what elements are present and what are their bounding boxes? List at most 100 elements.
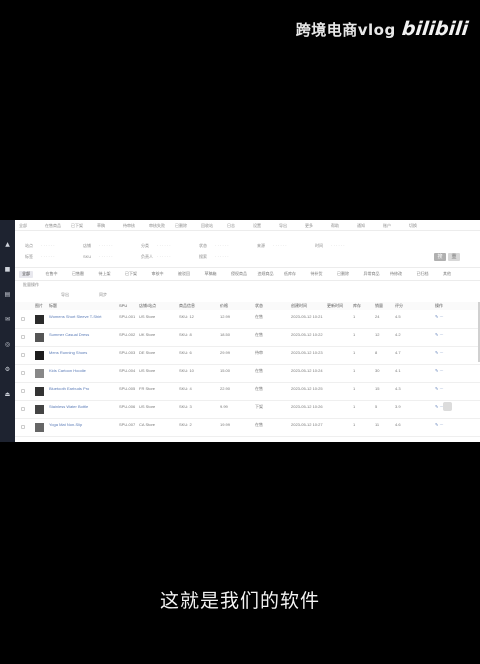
info-cell: SKU: 6 [179,350,192,355]
top-nav-item[interactable]: 草稿 [97,223,105,228]
filter-field[interactable]: · · · · · · [41,254,55,259]
back-to-top-button[interactable] [443,402,452,411]
stock-cell: 1 [353,422,356,427]
tab-item[interactable]: 草稿箱 [204,271,217,276]
table-row[interactable]: Bluetooth Earbuds Pro SPU-005 FR Store SKU:… [15,384,480,401]
row-action-icon[interactable]: ✎ ⋯ [435,404,444,409]
tab-item[interactable]: 已归档 [416,271,429,276]
logout-icon[interactable]: ⏏ [4,391,11,398]
filter-field[interactable]: · · · · · · [215,254,229,259]
table-row[interactable]: Womens Short Sleeve T-Shirt SPU-001 US Sto… [15,312,480,329]
table-row[interactable]: Kids Cartoon Hoodie SPU-004 US Store SKU: 1… [15,366,480,383]
row-action-icon[interactable]: ✎ ⋯ [435,314,444,319]
filter-field[interactable]: · · · · · · [273,243,287,248]
row-checkbox[interactable] [21,389,25,393]
tab-item[interactable]: 异常商品 [363,271,380,276]
top-nav-item[interactable]: 待审核 [123,223,135,228]
home-icon[interactable]: ▲ [5,241,10,248]
filter-field[interactable]: · · · · · · [157,243,171,248]
tab-item[interactable]: 被驳回 [178,271,190,276]
top-nav-item[interactable]: 通知 [357,223,365,228]
order-icon[interactable]: ▤ [4,291,11,298]
top-nav-item[interactable]: 已下架 [71,223,83,228]
top-nav-item[interactable]: 日志 [227,223,235,228]
scrollbar[interactable] [478,302,480,362]
created-cell: 2023-05-12 10:21 [291,314,323,319]
row-action-icon[interactable]: ✎ ⋯ [435,368,444,373]
tab-item[interactable]: 待上架 [98,271,111,276]
top-nav-item[interactable]: 导出 [279,223,287,228]
top-nav-item[interactable]: 设置 [253,223,261,228]
top-nav-item[interactable]: 回收站 [201,223,213,228]
sub-action-1[interactable]: 导出 [61,292,69,297]
filter-field[interactable]: · · · · · · [215,243,229,248]
product-title[interactable]: Stainless Water Bottle [49,404,89,409]
tab-item[interactable]: 待修改 [390,271,402,276]
sales-cell: 11 [375,422,380,427]
filter-field[interactable]: · · · · · · [99,243,113,248]
top-nav-item[interactable]: 审核失败 [149,223,165,228]
sub-action-2[interactable]: 同步 [99,292,107,297]
table-row[interactable]: Summer Casual Dress SPU-002 UK Store SKU: 8… [15,330,480,347]
message-icon[interactable]: ✉ [4,316,11,323]
product-icon[interactable]: ■ [4,266,11,273]
tab-item[interactable]: 违规商品 [257,271,274,276]
row-action-icon[interactable]: ✎ ⋯ [435,386,444,391]
row-checkbox[interactable] [21,407,25,411]
top-nav-item[interactable]: 全部 [19,223,27,228]
store-cell: US Store [139,404,156,409]
sub-action-0[interactable]: 批量操作 [23,282,39,287]
filter-field[interactable]: · · · · · · [331,243,345,248]
top-nav-item[interactable]: 在售商品 [45,223,61,228]
tab-item[interactable]: 已下架 [125,271,137,276]
table-row[interactable]: Stainless Water Bottle SPU-006 US Store SKU… [15,402,480,419]
filter-field[interactable]: · · · · · · [99,254,113,259]
spu-cell: SPU-005 [119,386,136,391]
table-row[interactable]: Yoga Mat Non-Slip SPU-007 CA Store SKU: 2 19… [15,420,480,437]
stock-cell: 1 [353,314,356,319]
rating-cell: 4.3 [395,386,401,391]
table-header-cell: 创建时间 [291,303,307,308]
top-nav-item[interactable]: 账户 [383,223,391,228]
row-checkbox[interactable] [21,371,25,375]
filter-label: 负责人 [141,254,153,259]
reset-button[interactable]: 重 [448,253,460,261]
tab-item[interactable]: 全部 [19,271,33,278]
product-title[interactable]: Bluetooth Earbuds Pro [49,386,90,391]
table-row[interactable]: Mens Running Shoes SPU-003 DE Store SKU: 6 2… [15,348,480,365]
tab-item[interactable]: 在售中 [45,271,58,276]
product-title[interactable]: Kids Cartoon Hoodie [49,368,86,373]
tab-item[interactable]: 审核中 [151,271,164,276]
tab-item[interactable]: 待补货 [310,271,323,276]
settings-icon[interactable]: ⚙ [4,366,11,373]
store-cell: DE Store [139,350,156,355]
top-nav-item[interactable]: 更多 [305,223,313,228]
rating-cell: 4.6 [395,422,401,427]
filter-field[interactable]: · · · · · · [41,243,55,248]
table-header: 图片 标题 SPU 店铺/站点 商品信息 价格 状态 创建时间 更新时间 库存 销量 评分 操作 [15,302,480,310]
row-checkbox[interactable] [21,335,25,339]
tab-item[interactable]: 侵权商品 [231,271,247,276]
top-nav-item[interactable]: 切换 [409,223,417,228]
row-checkbox[interactable] [21,425,25,429]
row-action-icon[interactable]: ✎ ⋯ [435,332,444,337]
tab-item[interactable]: 已删除 [337,271,349,276]
row-checkbox[interactable] [21,353,25,357]
row-action-icon[interactable]: ✎ ⋯ [435,350,444,355]
analytics-icon[interactable]: ◎ [4,341,11,348]
status-cell: 在售 [255,386,263,391]
row-checkbox[interactable] [21,317,25,321]
product-title[interactable]: Mens Running Shoes [49,350,88,355]
product-title[interactable]: Yoga Mat Non-Slip [49,422,83,427]
top-nav-item[interactable]: 帮助 [331,223,339,228]
tab-item[interactable]: 已售罄 [72,271,84,276]
product-title[interactable]: Summer Casual Dress [49,332,90,337]
top-nav-item[interactable]: 已删除 [175,223,187,228]
tab-item[interactable]: 低库存 [284,271,296,276]
product-title[interactable]: Womens Short Sleeve T-Shirt [49,314,102,319]
row-action-icon[interactable]: ✎ ⋯ [435,422,444,427]
tab-item[interactable]: 其他 [443,271,451,276]
stock-cell: 1 [353,332,356,337]
filter-field[interactable]: · · · · · · [157,254,171,259]
search-button[interactable]: 搜 [434,253,446,261]
